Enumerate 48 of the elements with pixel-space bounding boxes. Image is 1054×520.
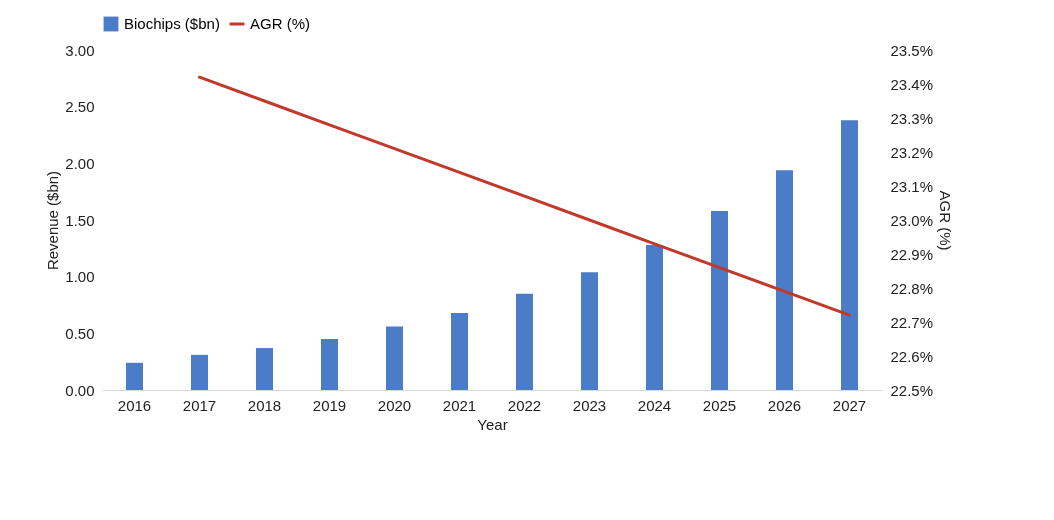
bar bbox=[776, 170, 793, 390]
x-tick-label: 2023 bbox=[572, 396, 607, 414]
bar bbox=[321, 339, 338, 390]
y2-tick-label: 22.6% bbox=[890, 347, 934, 365]
y-tick-label: 1.00 bbox=[65, 268, 95, 286]
y2-tick-label: 22.7% bbox=[890, 313, 934, 331]
bar bbox=[581, 272, 598, 390]
y2-tick-label: 23.4% bbox=[890, 75, 934, 93]
bar bbox=[711, 210, 728, 390]
y-tick-label: 2.00 bbox=[65, 154, 95, 172]
y-tick-label: 1.50 bbox=[65, 211, 95, 229]
y2-tick-label: 23.1% bbox=[890, 177, 934, 195]
x-tick-label: 2027 bbox=[832, 396, 867, 414]
y-tick-label: 0.00 bbox=[65, 381, 95, 399]
bar bbox=[256, 348, 273, 390]
x-tick-label: 2016 bbox=[117, 396, 152, 414]
x-tick-label: 2018 bbox=[247, 396, 282, 414]
bar bbox=[841, 120, 858, 390]
bar bbox=[126, 362, 143, 390]
y2-tick-label: 22.9% bbox=[890, 245, 934, 263]
y-tick-label: 3.00 bbox=[65, 41, 95, 59]
x-tick-label: 2020 bbox=[377, 396, 412, 414]
x-tick-label: 2024 bbox=[637, 396, 672, 414]
line-series bbox=[198, 75, 851, 317]
y-tick-label: 0.50 bbox=[65, 324, 95, 342]
y-axis-title: Revenue ($bn) bbox=[44, 170, 62, 271]
bar bbox=[516, 293, 533, 390]
y2-tick-label: 23.0% bbox=[890, 211, 934, 229]
x-tick-label: 2021 bbox=[442, 396, 477, 414]
y2-axis-title: AGR (%) bbox=[937, 190, 955, 251]
x-axis-title: Year bbox=[477, 415, 508, 433]
y2-tick-label: 22.8% bbox=[890, 279, 934, 297]
bar bbox=[386, 326, 403, 390]
bar bbox=[646, 244, 663, 390]
x-tick-label: 2019 bbox=[312, 396, 347, 414]
bar bbox=[191, 354, 208, 390]
x-tick-label: 2026 bbox=[767, 396, 802, 414]
x-tick-label: 2025 bbox=[702, 396, 737, 414]
y2-tick-label: 23.3% bbox=[890, 109, 934, 127]
y2-tick-label: 23.2% bbox=[890, 143, 934, 161]
y2-tick-label: 23.5% bbox=[890, 41, 934, 59]
x-tick-label: 2017 bbox=[182, 396, 217, 414]
x-tick-label: 2022 bbox=[507, 396, 542, 414]
y2-tick-label: 22.5% bbox=[890, 381, 934, 399]
y-tick-label: 2.50 bbox=[65, 98, 95, 116]
legend-label: Biochips ($bn) bbox=[124, 15, 220, 32]
legend-label: AGR (%) bbox=[250, 15, 310, 32]
bar bbox=[451, 312, 468, 390]
